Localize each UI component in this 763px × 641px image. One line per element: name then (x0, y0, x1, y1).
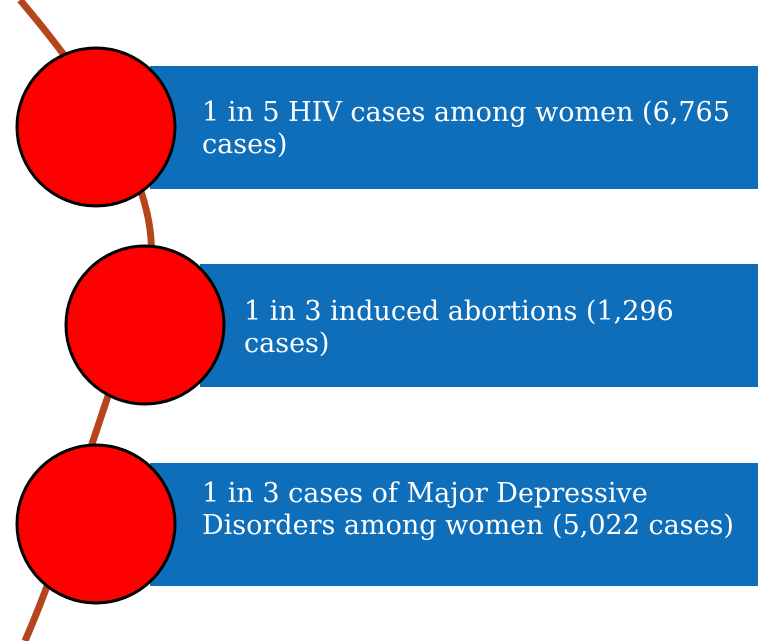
item-label: 1 in 5 HIV cases among women (6,765 case… (202, 97, 730, 160)
item-box (150, 66, 758, 189)
item-box (200, 264, 758, 387)
item-circle (15, 443, 177, 605)
item-box (150, 463, 758, 586)
item-label: 1 in 3 induced abortions (1,296 cases) (244, 296, 674, 359)
item-label: 1 in 3 cases of Major Depressive Disorde… (202, 478, 734, 541)
item-circle (64, 244, 226, 406)
item-circle (15, 46, 177, 208)
